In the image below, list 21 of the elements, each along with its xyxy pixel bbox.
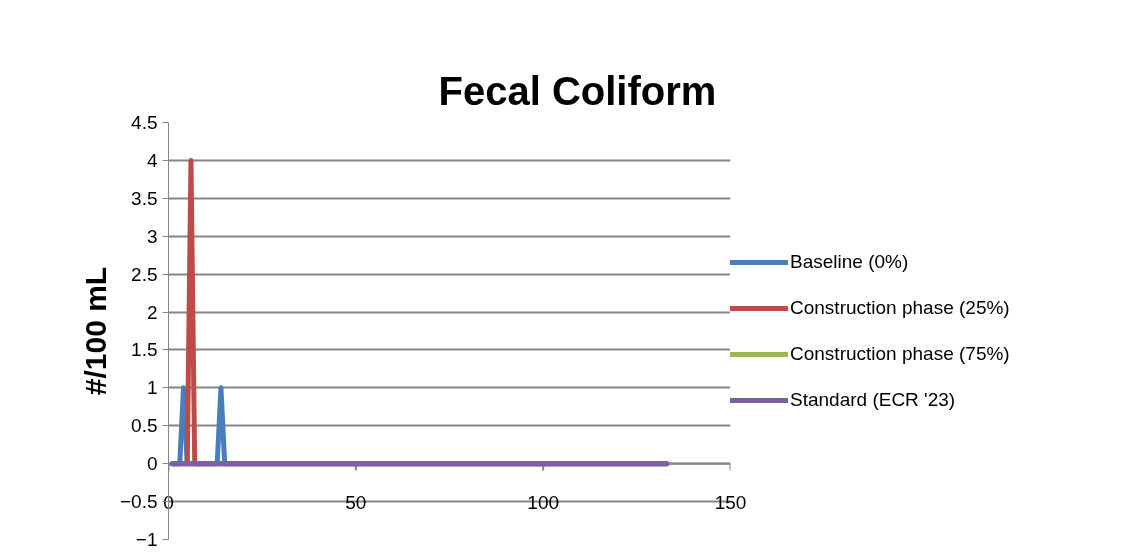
legend-label: Construction phase (25%) [790, 296, 1010, 319]
y-tick-label: 0.5 [131, 415, 158, 437]
y-tick-label: 3 [146, 225, 158, 247]
legend-label: Construction phase (75%) [790, 342, 1010, 365]
y-axis-title: #/100 mL [78, 266, 112, 396]
x-tick-label: 150 [714, 491, 747, 513]
y-tick-label: 2 [146, 301, 158, 323]
chart-title: Fecal Coliform [438, 68, 717, 113]
y-tick-label: −1 [135, 529, 158, 550]
y-tick-label: 0 [146, 453, 158, 475]
x-tick-label: 100 [527, 491, 560, 513]
legend-label: Standard (ECR '23) [790, 388, 956, 411]
y-tick-label: −0.5 [119, 491, 158, 513]
y-tick-label: 4 [146, 149, 158, 171]
y-tick-label: 1.5 [131, 339, 158, 361]
y-tick-label: 3.5 [131, 187, 158, 209]
y-tick-label: 4.5 [131, 112, 158, 133]
y-tick-label: 2.5 [131, 263, 158, 285]
x-tick-label: 50 [345, 491, 367, 513]
y-tick-label: 1 [146, 377, 158, 399]
legend-label: Baseline (0%) [790, 250, 909, 273]
